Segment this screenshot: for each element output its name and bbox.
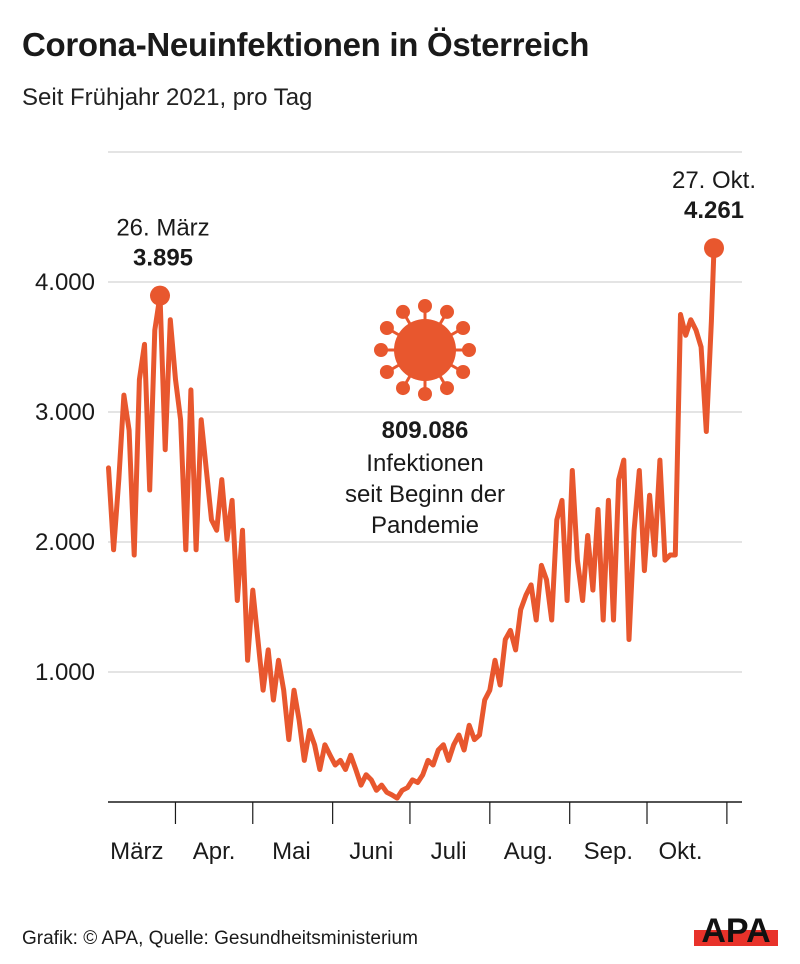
gridlines bbox=[108, 151, 742, 673]
virus-spike-knob bbox=[440, 381, 454, 396]
x-axis: März Apr. Mai Juni Juli Aug. Sep. Okt. bbox=[108, 801, 742, 865]
virus-spike-knob bbox=[418, 299, 432, 313]
source-credit: Grafik: © APA, Quelle: Gesundheitsminist… bbox=[22, 928, 418, 949]
total-infections-label-3: Pandemie bbox=[371, 512, 479, 539]
chart-title: Corona-Neuinfektionen in Österreich bbox=[22, 26, 590, 63]
virus-spike-knob bbox=[396, 381, 410, 396]
x-tick-label: Juli bbox=[431, 838, 467, 865]
virus-spike-knob bbox=[440, 304, 454, 319]
y-axis-labels: 1.000 2.000 3.000 4.000 bbox=[35, 269, 95, 686]
total-infections-value: 809.086 bbox=[382, 417, 469, 444]
x-tick-label: Juni bbox=[349, 838, 393, 865]
annotations: 26. März 3.895 27. Okt. 4.261 bbox=[116, 167, 756, 306]
virus-spike-knob bbox=[462, 343, 476, 357]
y-tick-label: 2.000 bbox=[35, 529, 95, 556]
virus-spike-knob bbox=[374, 343, 388, 357]
y-tick-label: 4.000 bbox=[35, 269, 95, 296]
apa-logo: APA bbox=[694, 912, 778, 950]
x-tick-label: Sep. bbox=[584, 838, 633, 865]
peak-value-label: 4.261 bbox=[684, 197, 744, 224]
peak-date-label: 26. März bbox=[116, 215, 209, 242]
virus-spike-knob bbox=[418, 387, 432, 401]
peak-marker bbox=[150, 285, 170, 306]
peak-value-label: 3.895 bbox=[133, 245, 193, 272]
x-tick-label: Apr. bbox=[193, 838, 236, 865]
peak-marker bbox=[704, 238, 724, 259]
chart-subtitle: Seit Frühjahr 2021, pro Tag bbox=[22, 84, 313, 111]
virus-spike-knob bbox=[379, 365, 394, 379]
series-line bbox=[106, 245, 717, 801]
x-tick-label: Okt. bbox=[658, 838, 702, 865]
peak-date-label: 27. Okt. bbox=[672, 167, 756, 194]
virus-spike-knob bbox=[456, 365, 471, 379]
x-tick-label: Aug. bbox=[504, 838, 553, 865]
virus-icon bbox=[374, 299, 476, 401]
virus-spike-knob bbox=[379, 321, 394, 335]
apa-logo-text: APA bbox=[701, 912, 770, 950]
x-tick-label: Mai bbox=[272, 838, 311, 865]
series bbox=[106, 245, 717, 801]
total-infections-label-2: seit Beginn der bbox=[345, 481, 505, 508]
total-infections-label-1: Infektionen bbox=[366, 450, 483, 477]
virus-body bbox=[394, 319, 456, 381]
x-tick-label: März bbox=[110, 838, 163, 865]
y-tick-label: 1.000 bbox=[35, 659, 95, 686]
y-tick-label: 3.000 bbox=[35, 399, 95, 426]
apa-logo-bar bbox=[694, 930, 778, 946]
virus-spike-knob bbox=[456, 321, 471, 335]
virus-spike-knob bbox=[396, 304, 410, 319]
